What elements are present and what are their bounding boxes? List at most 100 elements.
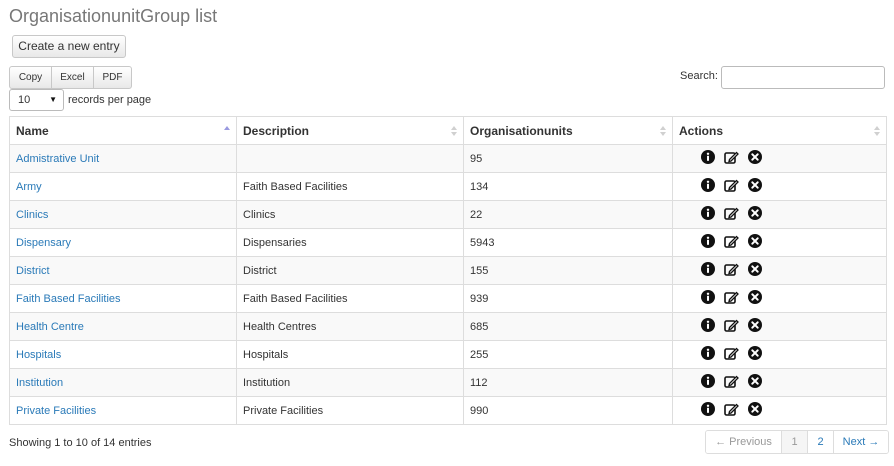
info-icon[interactable] — [701, 346, 715, 363]
info-icon[interactable] — [701, 150, 715, 167]
row-name-link[interactable]: Institution — [16, 376, 64, 389]
organisationunitgroup-table: Name Description Organisationunits Actio… — [9, 116, 887, 425]
delete-icon[interactable] — [748, 262, 763, 279]
dropdown-caret-icon: ▼ — [49, 95, 57, 104]
table-row: District District 155 — [9, 256, 887, 285]
pagination: ← Previous 1 2 Next → — [705, 430, 889, 454]
column-header-actions[interactable]: Actions — [672, 116, 887, 145]
row-name-link[interactable]: Admistrative Unit — [16, 152, 100, 165]
info-icon[interactable] — [701, 234, 715, 251]
pdf-button[interactable]: PDF — [102, 72, 123, 83]
cell-name: Admistrative Unit — [9, 144, 237, 173]
info-icon[interactable] — [701, 262, 715, 279]
edit-icon[interactable] — [724, 178, 739, 195]
row-name-link[interactable]: Private Facilities — [16, 404, 97, 417]
cell-description: Dispensaries — [236, 228, 464, 257]
delete-icon[interactable] — [748, 178, 763, 195]
edit-icon[interactable] — [724, 346, 739, 363]
row-name-link[interactable]: Army — [16, 180, 42, 193]
row-name-link[interactable]: Clinics — [16, 208, 49, 221]
page-1-button[interactable]: 1 — [782, 431, 808, 453]
delete-icon[interactable] — [748, 318, 763, 335]
column-header-description[interactable]: Description — [236, 116, 464, 145]
row-name-link[interactable]: Hospitals — [16, 348, 62, 361]
edit-icon[interactable] — [724, 234, 739, 251]
cell-actions — [672, 396, 887, 425]
cell-actions — [672, 172, 887, 201]
cell-description: Faith Based Facilities — [236, 172, 464, 201]
cell-organisationunits: 155 — [463, 256, 673, 285]
delete-icon[interactable] — [748, 346, 763, 363]
records-per-page-select[interactable]: 10 ▼ — [9, 89, 64, 111]
info-icon[interactable] — [701, 206, 715, 223]
cell-name: Institution — [9, 368, 237, 397]
edit-icon[interactable] — [724, 150, 739, 167]
page-title: OrganisationunitGroup list — [9, 6, 218, 26]
records-per-page-label: records per page — [68, 94, 152, 106]
info-icon[interactable] — [701, 374, 715, 391]
cell-name: Clinics — [9, 200, 237, 229]
search-label: Search: — [680, 70, 718, 82]
table-row: Faith Based Facilities Faith Based Facil… — [9, 284, 887, 313]
cell-actions — [672, 200, 887, 229]
edit-icon[interactable] — [724, 262, 739, 279]
cell-name: Private Facilities — [9, 396, 237, 425]
column-header-organisationunits[interactable]: Organisationunits — [463, 116, 673, 145]
create-entry-button[interactable]: Create a new entry — [12, 35, 126, 58]
cell-description: Institution — [236, 368, 464, 397]
table-row: Admistrative Unit 95 — [9, 144, 887, 173]
search-input[interactable] — [721, 66, 885, 89]
row-name-link[interactable]: Dispensary — [16, 236, 72, 249]
cell-actions — [672, 144, 887, 173]
previous-page-button[interactable]: ← Previous — [706, 431, 782, 453]
table-row: Institution Institution 112 — [9, 368, 887, 397]
cell-description: Hospitals — [236, 340, 464, 369]
info-icon[interactable] — [701, 178, 715, 195]
table-row: Army Faith Based Facilities 134 — [9, 172, 887, 201]
cell-organisationunits: 134 — [463, 172, 673, 201]
table-row: Clinics Clinics 22 — [9, 200, 887, 229]
delete-icon[interactable] — [748, 374, 763, 391]
delete-icon[interactable] — [748, 402, 763, 419]
cell-actions — [672, 228, 887, 257]
delete-icon[interactable] — [748, 290, 763, 307]
edit-icon[interactable] — [724, 374, 739, 391]
cell-organisationunits: 685 — [463, 312, 673, 341]
excel-button[interactable]: Excel — [52, 67, 94, 88]
edit-icon[interactable] — [724, 402, 739, 419]
cell-name: Hospitals — [9, 340, 237, 369]
cell-actions — [672, 368, 887, 397]
delete-icon[interactable] — [748, 150, 763, 167]
table-row: Hospitals Hospitals 255 — [9, 340, 887, 369]
export-button-group: Copy Excel PDF — [9, 66, 132, 89]
delete-icon[interactable] — [748, 234, 763, 251]
info-icon[interactable] — [701, 290, 715, 307]
table-info-text: Showing 1 to 10 of 14 entries — [9, 437, 152, 449]
cell-name: District — [9, 256, 237, 285]
sort-ascending-icon — [224, 126, 230, 136]
cell-description: Health Centres — [236, 312, 464, 341]
column-header-name[interactable]: Name — [9, 116, 237, 145]
edit-icon[interactable] — [724, 290, 739, 307]
row-name-link[interactable]: Faith Based Facilities — [16, 292, 121, 305]
table-header-row: Name Description Organisationunits Actio… — [9, 116, 887, 145]
next-page-button[interactable]: Next → — [834, 431, 888, 453]
row-name-link[interactable]: Health Centre — [16, 320, 84, 333]
sort-both-icon — [451, 126, 457, 136]
cell-organisationunits: 5943 — [463, 228, 673, 257]
info-icon[interactable] — [701, 402, 715, 419]
cell-actions — [672, 340, 887, 369]
cell-name: Army — [9, 172, 237, 201]
edit-icon[interactable] — [724, 206, 739, 223]
cell-actions — [672, 312, 887, 341]
delete-icon[interactable] — [748, 206, 763, 223]
page-2-button[interactable]: 2 — [808, 431, 834, 453]
info-icon[interactable] — [701, 318, 715, 335]
cell-description: Faith Based Facilities — [236, 284, 464, 313]
cell-organisationunits: 112 — [463, 368, 673, 397]
edit-icon[interactable] — [724, 318, 739, 335]
row-name-link[interactable]: District — [16, 264, 50, 277]
cell-description — [236, 144, 464, 173]
copy-button[interactable]: Copy — [10, 67, 52, 88]
cell-organisationunits: 255 — [463, 340, 673, 369]
